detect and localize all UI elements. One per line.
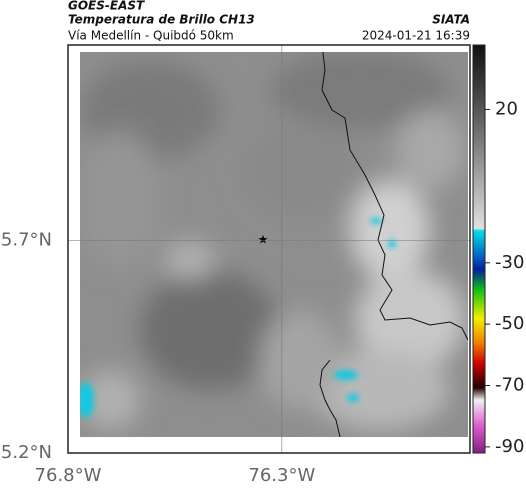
- y-tick-label: 5.7°N: [1, 230, 52, 251]
- colorbar: [472, 44, 486, 454]
- colorbar-tick-label: -30: [495, 252, 524, 273]
- subtitle: Vía Medellín - Quibdó 50km: [68, 29, 234, 43]
- location-marker: ★: [258, 233, 269, 247]
- timestamp: 2024-01-21 16:39: [362, 29, 470, 43]
- title: Temperatura de Brillo CH13: [68, 13, 255, 27]
- colorbar-tick-label: -90: [495, 436, 524, 457]
- satellite: GOES-EAST: [68, 0, 145, 13]
- satellite-image: [80, 52, 468, 437]
- colorbar-tick-label: -50: [495, 313, 524, 334]
- map-frame: [67, 44, 471, 454]
- colorbar-tick-label: 20: [495, 98, 518, 119]
- x-tick-label: 76.3°W: [248, 465, 315, 486]
- source: SIATA: [432, 13, 470, 27]
- y-tick-label: 5.2°N: [1, 442, 52, 463]
- x-tick-label: 76.8°W: [35, 465, 102, 486]
- colorbar-tick-label: -70: [495, 375, 524, 396]
